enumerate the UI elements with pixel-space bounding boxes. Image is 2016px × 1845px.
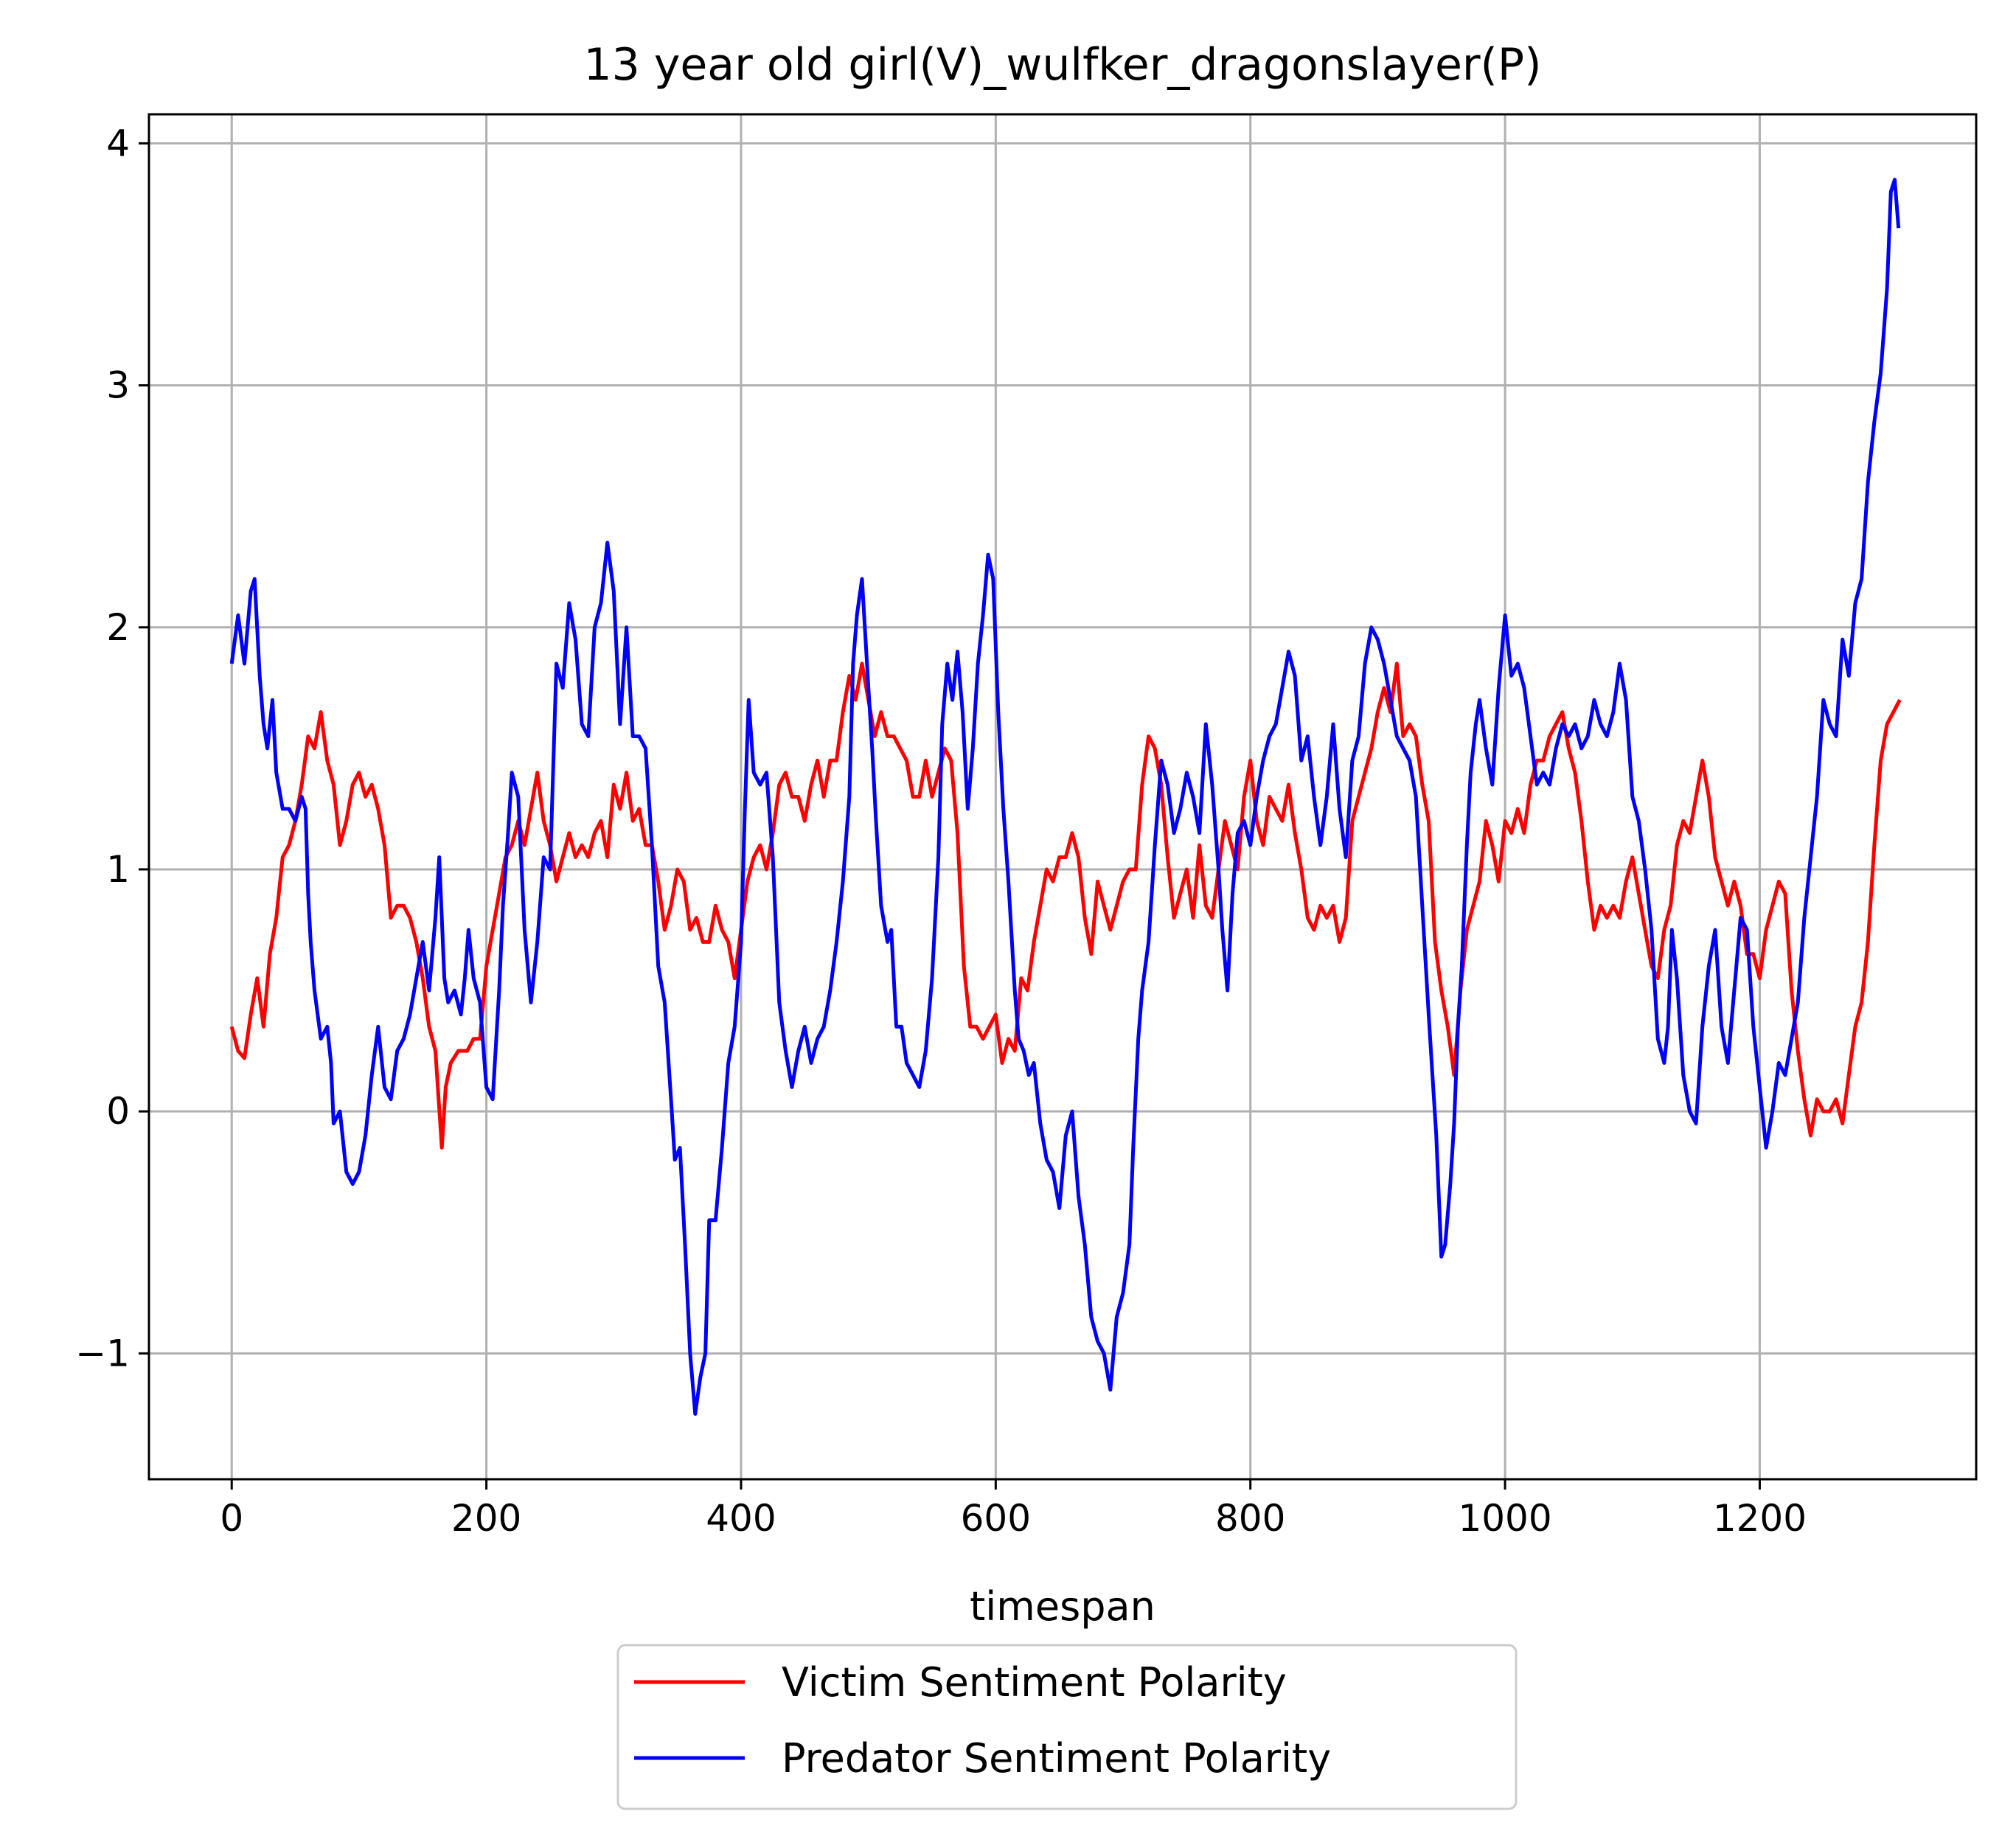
- plot-frame: [147, 113, 1978, 1481]
- legend: Victim Sentiment Polarity Predator Sentim…: [616, 1644, 1518, 1810]
- y-tick-label: 3: [106, 364, 130, 407]
- legend-box: [616, 1644, 1518, 1810]
- predator-legend-label: Predator Sentiment Polarity: [782, 1735, 1331, 1782]
- y-tick-label: 0: [106, 1090, 130, 1133]
- axis-ticks: 0 200 400 600 800 1000 1200 −1 0 1 2 3 4: [75, 122, 1807, 1540]
- y-tick-label: −1: [75, 1332, 130, 1375]
- grid-lines: [149, 114, 1976, 1479]
- x-tick-label: 0: [220, 1497, 243, 1540]
- victim-sentiment-line: [229, 661, 1902, 1150]
- y-tick-label: 1: [106, 848, 130, 891]
- x-tick-label: 800: [1215, 1497, 1285, 1540]
- predator-sentiment-line: [229, 178, 1901, 1416]
- x-tick-label: 200: [451, 1497, 521, 1540]
- victim-legend-label: Victim Sentiment Polarity: [782, 1659, 1287, 1706]
- y-tick-label: 4: [106, 122, 130, 164]
- x-tick-label: 1200: [1713, 1497, 1807, 1540]
- x-tick-label: 600: [961, 1497, 1031, 1540]
- legend-entries: Victim Sentiment Polarity Predator Sentim…: [634, 1659, 1331, 1782]
- y-tick-label: 2: [106, 606, 130, 649]
- x-axis-label: timespan: [970, 1583, 1155, 1630]
- chart-title: 13 year old girl(V)_wulfker_dragonslayer…: [583, 39, 1541, 91]
- x-tick-label: 1000: [1458, 1497, 1551, 1540]
- x-tick-label: 400: [706, 1497, 776, 1540]
- data-series: [229, 178, 1902, 1416]
